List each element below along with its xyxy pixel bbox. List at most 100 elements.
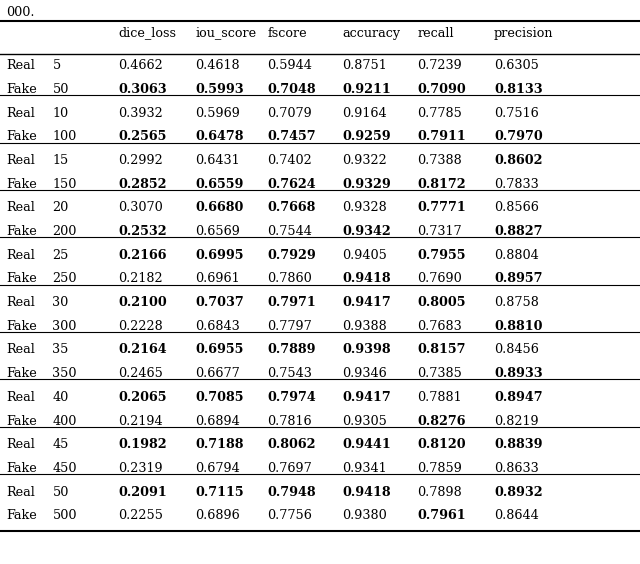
Text: recall: recall [417, 27, 454, 39]
Text: 0.7898: 0.7898 [417, 486, 462, 499]
Text: Real: Real [6, 154, 35, 167]
Text: 0.2465: 0.2465 [118, 367, 163, 380]
Text: 0.9342: 0.9342 [342, 225, 391, 238]
Text: 0.7085: 0.7085 [195, 391, 244, 404]
Text: 0.6478: 0.6478 [195, 130, 244, 143]
Text: 20: 20 [52, 201, 68, 214]
Text: 0.8644: 0.8644 [494, 509, 539, 522]
Text: 0.7929: 0.7929 [268, 249, 316, 262]
Text: 0.7388: 0.7388 [417, 154, 462, 167]
Text: 0.8957: 0.8957 [494, 272, 543, 285]
Text: 0.9398: 0.9398 [342, 343, 391, 356]
Text: 0.9380: 0.9380 [342, 509, 387, 522]
Text: 0.7115: 0.7115 [195, 486, 244, 499]
Text: 0.7090: 0.7090 [417, 83, 466, 96]
Text: 0.7188: 0.7188 [195, 438, 244, 451]
Text: 0.9322: 0.9322 [342, 154, 387, 167]
Text: 0.3063: 0.3063 [118, 83, 167, 96]
Text: fscore: fscore [268, 27, 307, 39]
Text: Real: Real [6, 486, 35, 499]
Text: 35: 35 [52, 343, 69, 356]
Text: 0.2164: 0.2164 [118, 343, 167, 356]
Text: 0.7955: 0.7955 [417, 249, 466, 262]
Text: Real: Real [6, 107, 35, 120]
Text: 0.6843: 0.6843 [195, 320, 240, 333]
Text: Fake: Fake [6, 178, 37, 191]
Text: 0.9388: 0.9388 [342, 320, 387, 333]
Text: 5: 5 [52, 59, 61, 72]
Text: 0.2255: 0.2255 [118, 509, 163, 522]
Text: 0.6955: 0.6955 [195, 343, 244, 356]
Text: 0.2091: 0.2091 [118, 486, 167, 499]
Text: 0.7457: 0.7457 [268, 130, 316, 143]
Text: 0.9418: 0.9418 [342, 272, 391, 285]
Text: 0.7889: 0.7889 [268, 343, 316, 356]
Text: 0.6896: 0.6896 [195, 509, 240, 522]
Text: 300: 300 [52, 320, 77, 333]
Text: 0.9346: 0.9346 [342, 367, 387, 380]
Text: 0.2065: 0.2065 [118, 391, 167, 404]
Text: 0.7037: 0.7037 [195, 296, 244, 309]
Text: 0.7785: 0.7785 [417, 107, 462, 120]
Text: 0.9329: 0.9329 [342, 178, 391, 191]
Text: 0.7048: 0.7048 [268, 83, 316, 96]
Text: precision: precision [494, 27, 554, 39]
Text: 10: 10 [52, 107, 68, 120]
Text: iou_score: iou_score [195, 27, 257, 39]
Text: 0.8219: 0.8219 [494, 415, 539, 428]
Text: 0.2992: 0.2992 [118, 154, 163, 167]
Text: 0.7756: 0.7756 [268, 509, 312, 522]
Text: 0.7668: 0.7668 [268, 201, 316, 214]
Text: 0.9417: 0.9417 [342, 391, 391, 404]
Text: 000.: 000. [6, 6, 35, 19]
Text: 0.9259: 0.9259 [342, 130, 391, 143]
Text: 0.6569: 0.6569 [195, 225, 240, 238]
Text: Real: Real [6, 391, 35, 404]
Text: 0.7690: 0.7690 [417, 272, 462, 285]
Text: 0.7697: 0.7697 [268, 462, 312, 475]
Text: 0.8276: 0.8276 [417, 415, 466, 428]
Text: 0.8172: 0.8172 [417, 178, 466, 191]
Text: 0.7948: 0.7948 [268, 486, 316, 499]
Text: 0.7239: 0.7239 [417, 59, 462, 72]
Text: 0.8932: 0.8932 [494, 486, 543, 499]
Text: Real: Real [6, 59, 35, 72]
Text: 0.7079: 0.7079 [268, 107, 312, 120]
Text: 0.7860: 0.7860 [268, 272, 312, 285]
Text: 50: 50 [52, 83, 69, 96]
Text: 0.3070: 0.3070 [118, 201, 163, 214]
Text: 50: 50 [52, 486, 69, 499]
Text: 0.7771: 0.7771 [417, 201, 466, 214]
Text: 0.7816: 0.7816 [268, 415, 312, 428]
Text: 0.8947: 0.8947 [494, 391, 543, 404]
Text: 0.9417: 0.9417 [342, 296, 391, 309]
Text: 0.6794: 0.6794 [195, 462, 240, 475]
Text: Fake: Fake [6, 415, 37, 428]
Text: Real: Real [6, 201, 35, 214]
Text: 0.9211: 0.9211 [342, 83, 391, 96]
Text: Real: Real [6, 249, 35, 262]
Text: 0.8933: 0.8933 [494, 367, 543, 380]
Text: 0.4662: 0.4662 [118, 59, 163, 72]
Text: 0.6961: 0.6961 [195, 272, 240, 285]
Text: 0.5944: 0.5944 [268, 59, 312, 72]
Text: 0.9164: 0.9164 [342, 107, 387, 120]
Text: 0.6677: 0.6677 [195, 367, 240, 380]
Text: 0.9441: 0.9441 [342, 438, 391, 451]
Text: 0.5969: 0.5969 [195, 107, 240, 120]
Text: 0.7385: 0.7385 [417, 367, 462, 380]
Text: Fake: Fake [6, 83, 37, 96]
Text: 0.3932: 0.3932 [118, 107, 163, 120]
Text: Fake: Fake [6, 130, 37, 143]
Text: dice_loss: dice_loss [118, 27, 177, 39]
Text: 0.2194: 0.2194 [118, 415, 163, 428]
Text: 0.7970: 0.7970 [494, 130, 543, 143]
Text: 0.8827: 0.8827 [494, 225, 543, 238]
Text: 0.8839: 0.8839 [494, 438, 543, 451]
Text: 350: 350 [52, 367, 77, 380]
Text: 15: 15 [52, 154, 68, 167]
Text: 0.2100: 0.2100 [118, 296, 167, 309]
Text: 0.7881: 0.7881 [417, 391, 462, 404]
Text: 250: 250 [52, 272, 77, 285]
Text: 200: 200 [52, 225, 77, 238]
